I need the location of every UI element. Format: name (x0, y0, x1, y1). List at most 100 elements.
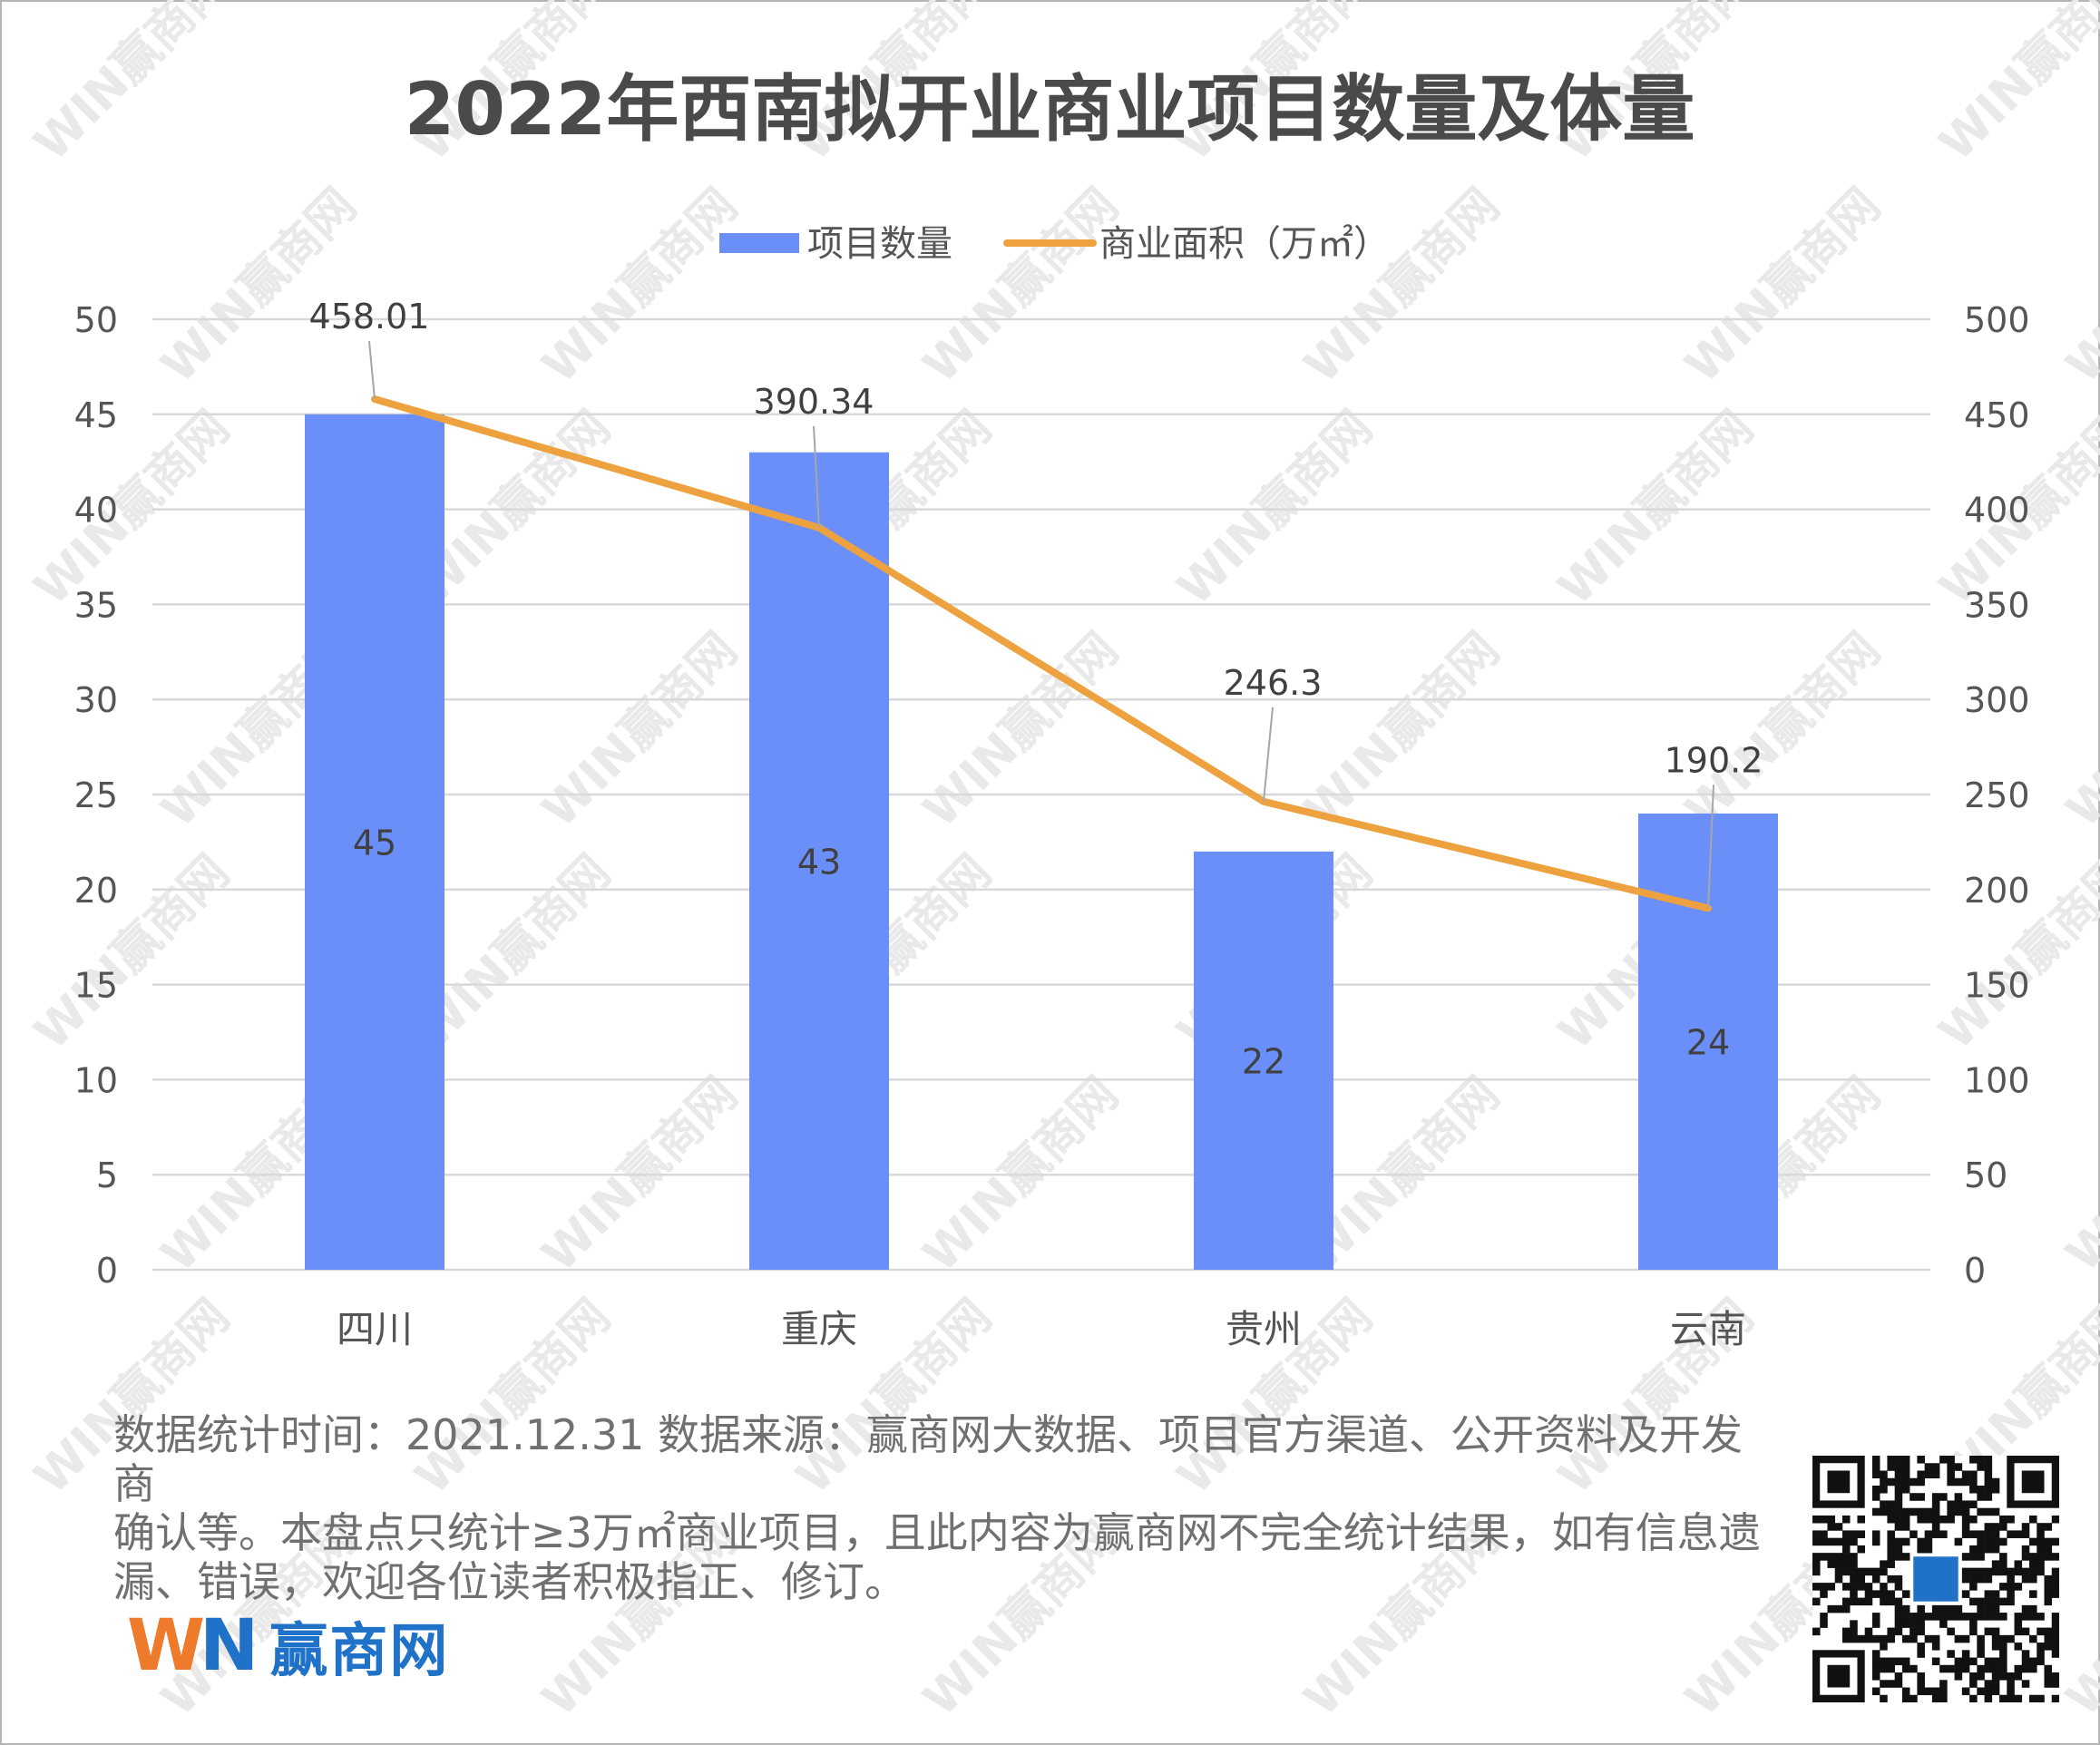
qr-module (1999, 1664, 2007, 1673)
qr-module (1977, 1634, 1985, 1643)
qr-module (1984, 1523, 1993, 1531)
qr-module (1871, 1537, 1880, 1546)
qr-module (2044, 1643, 2053, 1651)
qr-module (1984, 1597, 1993, 1606)
qr-module (1827, 1560, 1836, 1568)
qr-module (1917, 1477, 1925, 1487)
qr-module (1827, 1664, 1851, 1688)
right-tick-label: 300 (1964, 680, 2030, 720)
qr-module (2007, 1530, 2015, 1538)
right-tick-label: 200 (1964, 871, 2030, 911)
qr-module (1917, 1650, 1925, 1658)
qr-module (2029, 1634, 2037, 1643)
legend-label-line: 商业面积（万㎡） (1099, 223, 1390, 265)
bar (305, 414, 444, 1270)
qr-module (1917, 1507, 1925, 1516)
qr-module (1864, 1634, 1873, 1643)
qr-module (1820, 1613, 1828, 1621)
qr-module (2014, 1560, 2023, 1568)
qr-module (1850, 1590, 1858, 1598)
qr-module (1857, 1634, 1865, 1643)
qr-module (1894, 1574, 1903, 1584)
qr-module (1917, 1456, 1925, 1464)
qr-module (1954, 1507, 1963, 1516)
qr-module (1894, 1507, 1903, 1516)
left-tick-label: 50 (74, 300, 118, 340)
qr-module (1894, 1620, 1903, 1628)
qr-module (2037, 1694, 2045, 1702)
line-path (371, 395, 1712, 912)
qr-module (2021, 1567, 2030, 1576)
qr-module (1871, 1507, 1880, 1516)
qr-module (1947, 1500, 1955, 1508)
qr-module (1857, 1515, 1865, 1524)
qr-module (1850, 1597, 1858, 1606)
qr-module (1901, 1456, 1910, 1464)
qr-module (1910, 1694, 1918, 1702)
qr-module (1834, 1560, 1843, 1568)
qr-module (1931, 1657, 1940, 1666)
qr-module (1924, 1463, 1933, 1471)
qr-module (1901, 1613, 1910, 1621)
qr-module (2037, 1545, 2045, 1554)
qr-module (1924, 1545, 1933, 1554)
qr-module (1827, 1470, 1851, 1494)
qr-module (2021, 1664, 2030, 1673)
qr-module (1841, 1597, 1851, 1606)
qr-module (1969, 1477, 1978, 1487)
qr-module (1999, 1515, 2007, 1524)
qr-module (1880, 1680, 1888, 1688)
line-data-label: 190.2 (1665, 740, 1763, 780)
qr-module (1931, 1493, 1940, 1501)
qr-module (1812, 1553, 1821, 1561)
qr-module (2029, 1567, 2037, 1576)
qr-module (1901, 1657, 1910, 1666)
qr-module (1991, 1627, 2000, 1636)
qr-module (1924, 1507, 1933, 1516)
qr-module (1901, 1470, 1910, 1479)
qr-module (2021, 1657, 2030, 1666)
qr-module (2014, 1530, 2023, 1538)
qr-module (1901, 1507, 1910, 1516)
qr-module (1961, 1567, 1970, 1576)
qr-module (1880, 1634, 1888, 1643)
qr-module (2029, 1604, 2037, 1613)
qr-module (1894, 1583, 1903, 1591)
qr-module (2014, 1672, 2023, 1681)
qr-module (1894, 1680, 1903, 1688)
bar-data-label: 22 (1242, 1041, 1285, 1081)
left-axis: 0 5 10 15 20 25 30 35 40 45 50 (74, 300, 118, 1291)
qr-module (1871, 1620, 1880, 1628)
qr-module (1894, 1485, 1903, 1494)
qr-module (2029, 1590, 2037, 1598)
qr-module (1984, 1567, 1993, 1576)
qr-module (2037, 1537, 2045, 1546)
qr-module (2037, 1627, 2045, 1636)
x-tick-label: 贵州 (1226, 1307, 1302, 1351)
qr-module (1910, 1530, 1918, 1538)
qr-module (1820, 1515, 1828, 1524)
qr-module (1999, 1694, 2007, 1702)
qr-module (2044, 1664, 2053, 1673)
qr-module (1910, 1613, 1918, 1621)
leader-line (368, 340, 376, 400)
qr-module (1871, 1672, 1880, 1681)
qr-module (1977, 1643, 1985, 1651)
qr-module (1871, 1470, 1880, 1479)
qr-module (1999, 1597, 2007, 1606)
qr-module (1850, 1627, 1858, 1636)
qr-module (2021, 1627, 2030, 1636)
qr-module (1999, 1537, 2007, 1546)
qr-module (1954, 1613, 1963, 1621)
qr-module (2044, 1545, 2053, 1554)
qr-module (1887, 1664, 1895, 1673)
qr-module (1999, 1634, 2007, 1643)
qr-module (1931, 1604, 1940, 1613)
qr-module (2051, 1634, 2059, 1643)
qr-module (1984, 1657, 1993, 1666)
qr-module (1887, 1507, 1895, 1516)
watermark-text: WIN赢商网 (24, 844, 240, 1060)
qr-module (2029, 1537, 2037, 1546)
qr-module (2007, 1574, 2015, 1584)
qr-module (1871, 1590, 1880, 1598)
